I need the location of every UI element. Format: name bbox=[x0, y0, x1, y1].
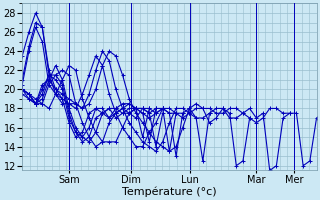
X-axis label: Température (°c): Température (°c) bbox=[122, 186, 217, 197]
